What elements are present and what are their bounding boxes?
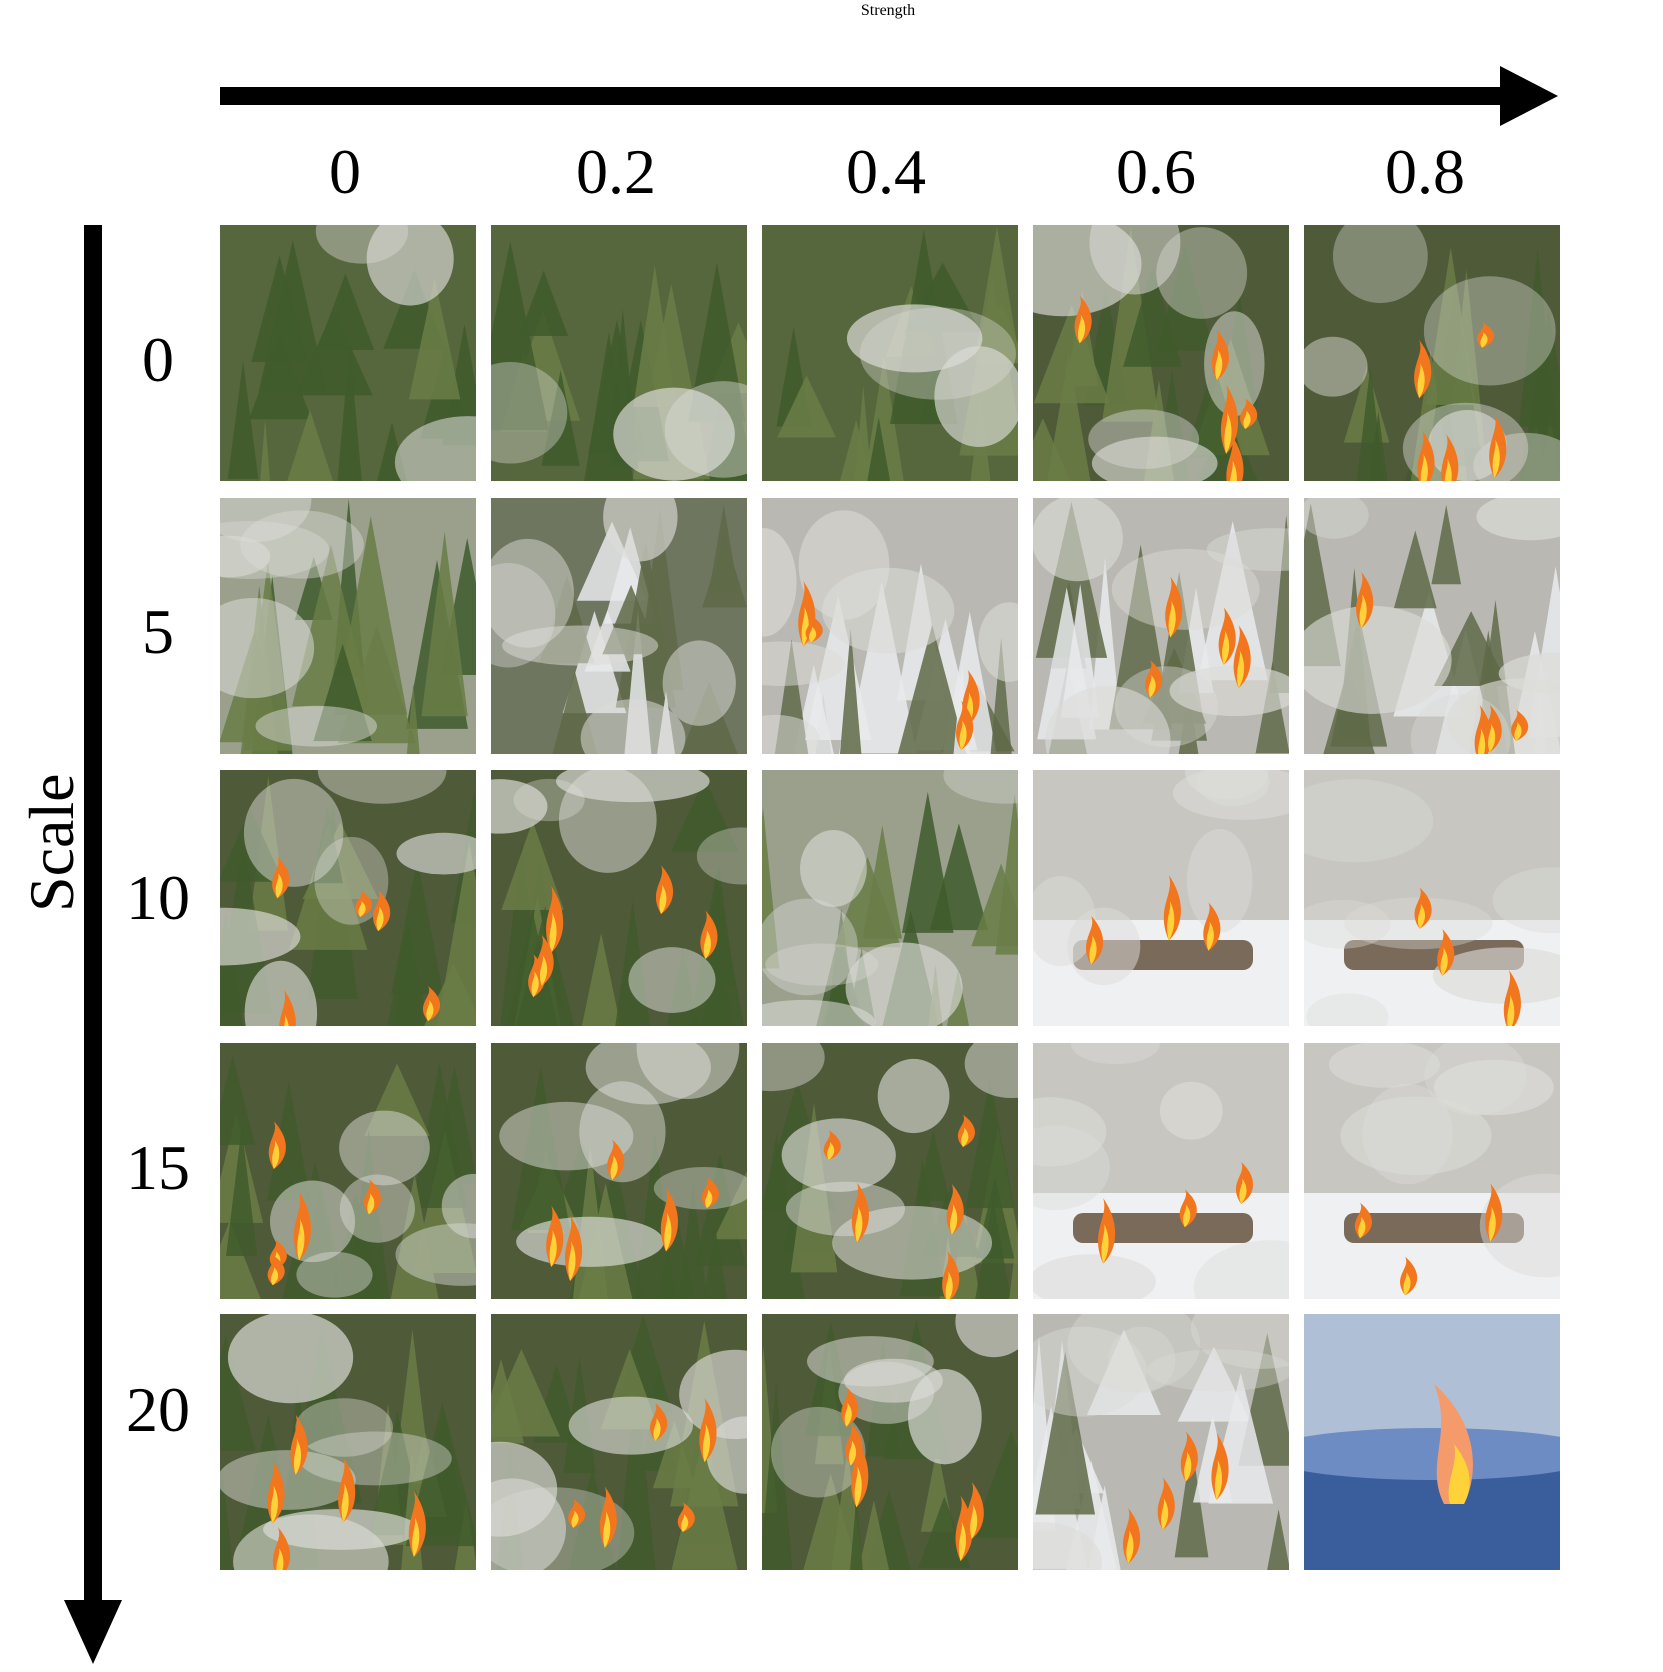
generated-image-tile bbox=[491, 1043, 747, 1299]
generated-image-tile bbox=[491, 225, 747, 481]
scale-tick-label: 15 bbox=[126, 1132, 190, 1203]
generated-image-tile bbox=[1033, 225, 1289, 481]
generated-image-tile bbox=[220, 498, 476, 754]
generated-image-tile bbox=[762, 1043, 1018, 1299]
strength-arrow-head bbox=[1500, 66, 1558, 126]
generated-image-tile bbox=[220, 225, 476, 481]
generated-image-tile bbox=[1033, 1314, 1289, 1570]
scale-tick-label: 20 bbox=[126, 1374, 190, 1445]
generated-image-tile bbox=[1033, 498, 1289, 754]
scale-arrow-shaft bbox=[84, 225, 102, 1610]
generated-image-tile bbox=[1033, 770, 1289, 1026]
strength-tick-label: 0.8 bbox=[1385, 136, 1465, 207]
generated-image-tile bbox=[1304, 770, 1560, 1026]
generated-image-tile bbox=[491, 498, 747, 754]
generated-image-tile bbox=[1304, 498, 1560, 754]
generated-image-tile bbox=[762, 770, 1018, 1026]
generated-image-tile bbox=[220, 1043, 476, 1299]
generated-image-tile bbox=[1304, 1314, 1560, 1570]
generated-image-tile bbox=[762, 225, 1018, 481]
generated-image-tile bbox=[220, 770, 476, 1026]
strength-tick-label: 0 bbox=[329, 136, 361, 207]
generated-image-tile bbox=[491, 770, 747, 1026]
strength-tick-label: 0.6 bbox=[1116, 136, 1196, 207]
generated-image-tile bbox=[1033, 1043, 1289, 1299]
generated-image-tile bbox=[1304, 225, 1560, 481]
scale-tick-label: 10 bbox=[126, 862, 190, 933]
strength-label: Strength bbox=[860, 2, 916, 19]
scale-tick-label: 0 bbox=[142, 324, 174, 395]
generated-image-tile bbox=[1304, 1043, 1560, 1299]
generated-image-tile bbox=[762, 1314, 1018, 1570]
generated-image-tile bbox=[491, 1314, 747, 1570]
scale-arrow-head bbox=[64, 1600, 122, 1664]
strength-arrow-shaft bbox=[220, 87, 1510, 105]
scale-tick-label: 5 bbox=[142, 596, 174, 667]
generated-image-tile bbox=[762, 498, 1018, 754]
strength-tick-label: 0.4 bbox=[846, 136, 926, 207]
generated-image-tile bbox=[220, 1314, 476, 1570]
strength-tick-label: 0.2 bbox=[576, 136, 656, 207]
